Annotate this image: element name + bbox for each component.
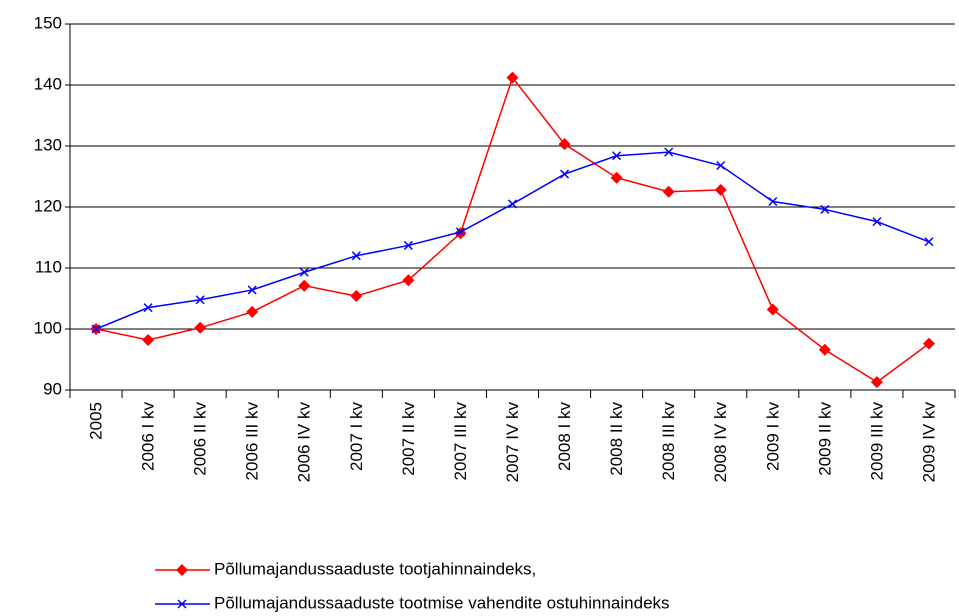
legend-item: Põllumajandussaaduste tootmise vahendite… <box>155 593 670 612</box>
marker <box>195 295 205 305</box>
marker <box>402 274 415 287</box>
marker <box>610 171 623 184</box>
x-tick-label: 2007 IV kv <box>503 402 522 483</box>
series-line <box>95 76 930 383</box>
y-tick-label: 150 <box>34 13 62 32</box>
marker <box>872 217 882 227</box>
marker <box>768 196 778 207</box>
marker <box>507 199 518 209</box>
marker <box>820 204 830 214</box>
marker <box>177 599 187 609</box>
x-tick-label: 2005 <box>87 402 106 440</box>
x-tick-label: 2008 III kv <box>659 402 678 481</box>
marker <box>350 290 363 303</box>
y-tick-label: 130 <box>34 135 62 154</box>
x-tick-label: 2009 II kv <box>815 402 834 476</box>
marker <box>612 151 622 161</box>
x-tick-label: 2008 II kv <box>607 402 626 476</box>
x-tick-label: 2006 II kv <box>191 402 210 476</box>
y-tick-label: 100 <box>34 318 62 337</box>
x-tick-label: 2009 III kv <box>867 402 886 481</box>
legend-label: Põllumajandussaaduste tootjahinnaindeks, <box>214 559 536 578</box>
marker <box>246 305 259 318</box>
marker <box>194 321 207 334</box>
marker <box>716 160 726 171</box>
x-tick-label: 2007 III kv <box>451 402 470 481</box>
marker <box>870 376 883 389</box>
marker <box>91 324 101 334</box>
marker <box>922 337 935 350</box>
x-tick-label: 2008 I kv <box>555 402 574 471</box>
marker <box>176 564 188 576</box>
marker <box>558 138 571 151</box>
marker <box>403 240 413 250</box>
x-tick-label: 2009 I kv <box>763 402 782 471</box>
y-tick-label: 120 <box>34 196 62 215</box>
y-tick-label: 90 <box>43 379 62 398</box>
marker <box>766 303 779 316</box>
x-tick-label: 2007 I kv <box>347 402 366 471</box>
marker <box>299 267 309 277</box>
marker <box>351 251 361 261</box>
marker <box>506 71 519 84</box>
x-tick-label: 2006 III kv <box>243 402 262 481</box>
marker <box>560 169 570 179</box>
marker <box>247 285 257 295</box>
marker <box>143 303 153 313</box>
marker <box>924 237 934 247</box>
legend-label: Põllumajandussaaduste tootmise vahendite… <box>214 593 670 612</box>
x-tick-label: 2008 IV kv <box>711 402 730 483</box>
marker <box>455 227 465 237</box>
x-tick-label: 2009 IV kv <box>919 402 938 483</box>
marker <box>714 183 727 196</box>
y-tick-label: 110 <box>35 257 62 276</box>
marker <box>298 279 311 292</box>
marker <box>818 343 831 356</box>
marker <box>662 185 675 198</box>
legend-item: Põllumajandussaaduste tootjahinnaindeks, <box>155 559 536 578</box>
marker <box>664 147 674 157</box>
series-line <box>95 151 930 330</box>
x-tick-label: 2006 IV kv <box>295 402 314 483</box>
x-tick-label: 2006 I kv <box>139 402 158 471</box>
marker <box>142 333 155 346</box>
y-tick-label: 140 <box>34 74 62 93</box>
x-tick-label: 2007 II kv <box>399 402 418 476</box>
